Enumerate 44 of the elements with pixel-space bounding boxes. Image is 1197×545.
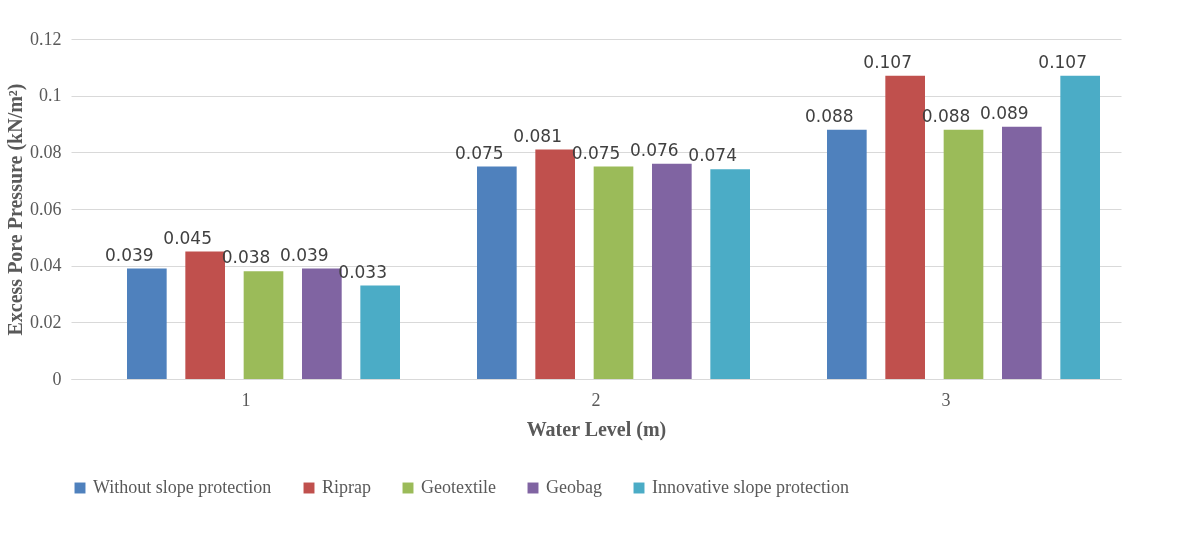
data-label: 0.045 — [163, 227, 212, 248]
bar — [535, 149, 575, 379]
bar — [185, 251, 225, 379]
bar — [652, 163, 692, 379]
data-label: 0.088 — [805, 105, 854, 126]
y-tick-label: 0.02 — [30, 311, 62, 332]
bar — [1060, 75, 1100, 379]
legend-label: Innovative slope protection — [652, 477, 849, 497]
data-label: 0.081 — [513, 125, 562, 146]
data-label: 0.107 — [863, 51, 912, 72]
legend-label: Riprap — [322, 477, 371, 497]
data-label: 0.107 — [1038, 51, 1087, 72]
bar — [360, 285, 400, 379]
y-tick-label: 0.06 — [30, 198, 62, 219]
y-tick-label: 0.1 — [39, 85, 62, 106]
bar — [827, 129, 867, 379]
bar — [127, 268, 167, 379]
legend-label: Geotextile — [421, 477, 496, 497]
bar — [477, 166, 517, 379]
y-tick-label: 0.04 — [30, 255, 62, 276]
bar — [710, 169, 750, 379]
bar — [243, 271, 284, 379]
data-label: 0.075 — [571, 142, 621, 163]
x-axis-title: Water Level (m) — [526, 417, 667, 441]
data-label: 0.039 — [280, 244, 329, 265]
data-label: 0.074 — [688, 145, 737, 166]
data-label: 0.076 — [630, 139, 679, 160]
legend-label: Without slope protection — [93, 477, 272, 497]
x-tick-label: 1 — [241, 389, 251, 410]
y-tick-label: 0.12 — [30, 28, 62, 49]
data-label: 0.089 — [980, 102, 1029, 123]
bar — [885, 75, 925, 379]
bar — [1002, 126, 1042, 379]
y-axis-title: Excess Pore Pressure (kN/m²) — [4, 83, 27, 336]
legend-label: Geobag — [546, 477, 602, 497]
y-tick-label: 0.08 — [30, 141, 62, 162]
bar — [943, 129, 984, 379]
data-label: 0.039 — [105, 244, 154, 265]
x-tick-label: 3 — [941, 389, 951, 410]
data-label: 0.033 — [338, 261, 387, 282]
y-tick-label: 0 — [52, 368, 62, 389]
data-label: 0.075 — [455, 142, 504, 163]
x-tick-label: 2 — [591, 389, 601, 410]
bar — [593, 166, 634, 379]
